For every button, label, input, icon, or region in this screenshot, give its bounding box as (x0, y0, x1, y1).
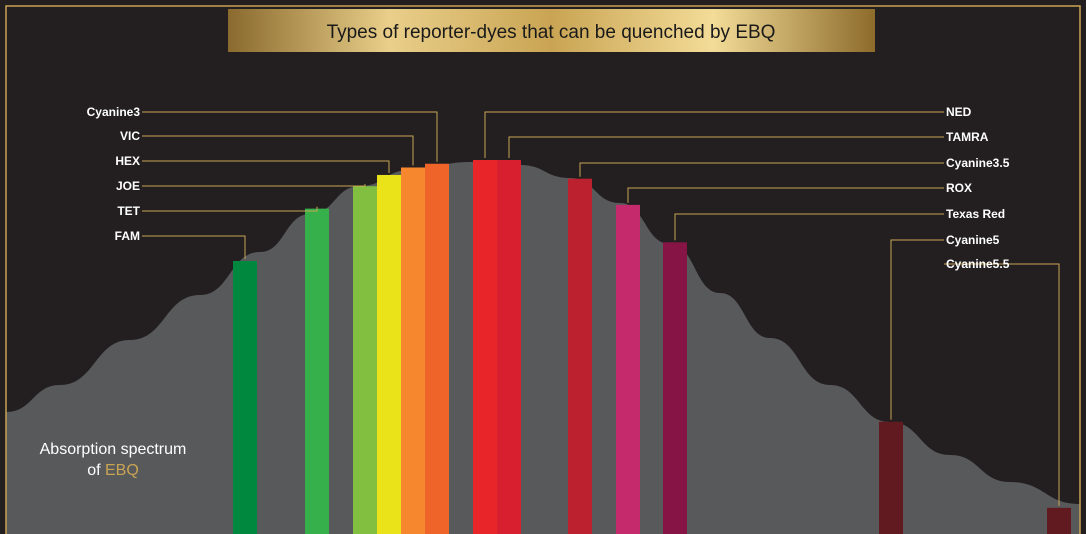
dye-bars (233, 160, 1071, 534)
spectrum-label-prefix: of (87, 462, 105, 479)
spectrum-label-line2: of EBQ (87, 462, 139, 479)
chart-title: Types of reporter-dyes that can be quenc… (327, 22, 776, 43)
bar-fam (233, 260, 257, 534)
bar-cyanine5-5 (1047, 507, 1071, 534)
leader-line-cyanine5-5 (944, 263, 1060, 506)
leader-line-texas-red (674, 213, 944, 241)
leader-line-tamra (508, 136, 944, 158)
chart-frame (5, 5, 1081, 534)
label-hex: HEX (115, 154, 140, 168)
label-cyanine3: Cyanine3 (87, 105, 141, 119)
bar-texas-red (663, 242, 687, 534)
leader-line-cyanine5 (890, 239, 944, 420)
bar-cyanine5 (879, 421, 903, 534)
leader-lines (142, 111, 1060, 506)
leader-line-fam (142, 235, 246, 259)
leader-line-joe (142, 184, 366, 187)
leader-line-tet (142, 206, 318, 212)
leader-line-rox (627, 187, 944, 203)
label-tet: TET (117, 204, 140, 218)
leader-line-hex (142, 160, 390, 173)
spectrum-label-line1: Absorption spectrum (40, 441, 187, 458)
absorption-spectrum-curve (6, 162, 1080, 534)
leader-line-cyanine3-5 (579, 162, 944, 177)
label-fam: FAM (115, 229, 140, 243)
leader-line-ned (484, 111, 944, 158)
leader-line-vic (142, 135, 414, 166)
label-cyanine5-5: Cyanine5.5 (946, 257, 1010, 271)
bar-hex (377, 174, 401, 534)
label-joe: JOE (116, 179, 140, 193)
bar-vic (401, 167, 425, 534)
bar-cyanine3 (425, 163, 449, 534)
spectrum-label-highlight: EBQ (105, 462, 139, 479)
bar-rox (616, 204, 640, 534)
leader-line-cyanine3 (142, 111, 438, 162)
label-texas-red: Texas Red (946, 207, 1005, 221)
bar-joe (353, 186, 377, 534)
bar-tet (305, 208, 329, 534)
dye-labels: FAM TET JOE HEX VIC Cyanine3 NED TAMRA Cyanine3.… (87, 105, 1010, 271)
label-tamra: TAMRA (946, 130, 989, 144)
bar-tamra (497, 160, 521, 534)
label-ned: NED (946, 105, 972, 119)
label-cyanine3-5: Cyanine3.5 (946, 156, 1010, 170)
label-vic: VIC (120, 129, 140, 143)
label-rox: ROX (946, 181, 972, 195)
title-plate (228, 9, 875, 52)
label-cyanine5: Cyanine5 (946, 233, 1000, 247)
bar-cyanine3-5 (568, 178, 592, 534)
bar-ned (473, 160, 497, 534)
